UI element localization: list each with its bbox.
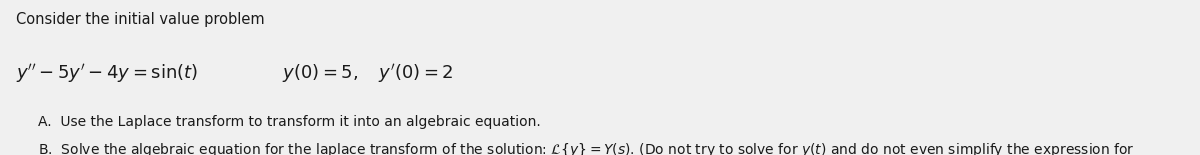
Text: Consider the initial value problem: Consider the initial value problem [16,12,264,27]
Text: $y'' - 5y' - 4y = \sin(t)$: $y'' - 5y' - 4y = \sin(t)$ [16,62,198,85]
Text: $y(0) = 5, \quad y'(0) = 2$: $y(0) = 5, \quad y'(0) = 2$ [282,62,454,85]
Text: B.  Solve the algebraic equation for the laplace transform of the solution: $\ma: B. Solve the algebraic equation for the … [38,141,1135,155]
Text: A.  Use the Laplace transform to transform it into an algebraic equation.: A. Use the Laplace transform to transfor… [38,115,541,129]
